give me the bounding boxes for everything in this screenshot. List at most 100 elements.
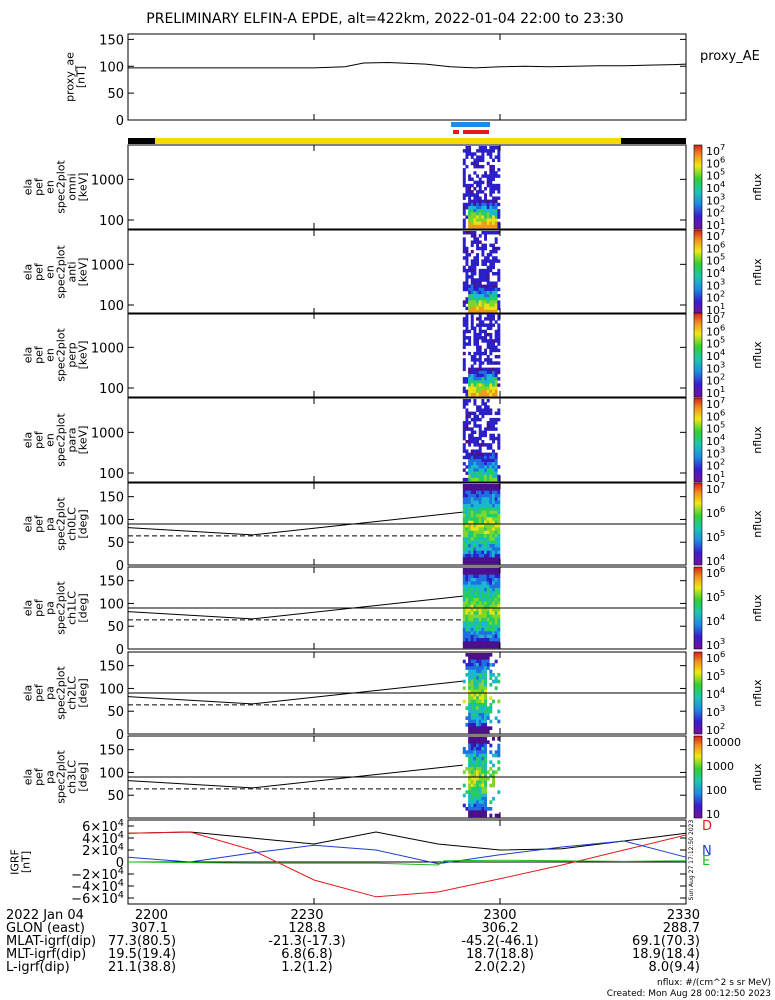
spectrogram-cell	[462, 265, 466, 270]
pa-spectrogram-cell	[470, 656, 474, 660]
pa-spectrogram-cell	[478, 520, 482, 525]
spectrogram-cell	[468, 380, 472, 384]
pa-spectrogram-cell	[465, 530, 469, 535]
pa-spectrogram-cell	[473, 793, 477, 798]
colorbar-tick-label: 104	[706, 685, 725, 701]
colorbar-tick-label: 1000	[706, 760, 734, 773]
spectrogram-cell	[468, 265, 472, 270]
pa-spectrogram-cell	[492, 534, 495, 538]
spectrogram-cell	[492, 389, 495, 394]
spectrogram-cell	[486, 370, 490, 375]
pa-spectrogram-cell	[494, 634, 498, 639]
spectrogram-cell	[468, 427, 472, 431]
spectrogram-cell	[465, 300, 469, 304]
pa-spectrogram-cell	[476, 683, 480, 687]
spectrogram-cell	[478, 449, 482, 453]
spectrogram-cell	[489, 411, 493, 416]
pa-spectrogram-cell	[481, 719, 485, 724]
pa-spectrogram-cell	[468, 743, 472, 748]
pa-spectrogram-cell	[486, 494, 490, 498]
spectrogram-cell	[473, 297, 477, 301]
spectrogram-cell	[486, 180, 490, 185]
pa-spectrogram-cell	[497, 520, 501, 525]
spectrogram-cell	[462, 455, 466, 460]
pa-spectrogram-cell	[497, 737, 501, 741]
spectrogram-cell	[481, 231, 485, 235]
spectrogram-cell	[497, 443, 501, 447]
spectrogram-cell	[494, 300, 498, 304]
pa-spectrogram-cell	[470, 591, 474, 595]
pa-spectrogram-cell	[462, 588, 466, 592]
pa-spectrogram-cell	[462, 750, 466, 754]
spectrogram-cell	[486, 177, 490, 181]
pa-spectrogram-cell	[470, 641, 474, 645]
pa-spectrogram-cell	[478, 581, 482, 585]
pa-spectrogram-cell	[462, 550, 466, 555]
spectrogram-cell	[473, 284, 477, 289]
pa-spectrogram-cell	[468, 780, 472, 784]
spectrogram-cell	[478, 199, 482, 204]
pa-spectrogram-cell	[481, 514, 485, 518]
spectrogram-cell	[465, 215, 469, 219]
spectrogram-cell	[478, 336, 482, 340]
pa-spectrogram-cell	[473, 621, 477, 625]
pa-spectrogram-cell	[489, 517, 493, 521]
spectrogram-cell	[465, 231, 469, 235]
pa-spectrogram-cell	[486, 554, 490, 558]
pa-spectrogram-cell	[476, 676, 480, 680]
spectrogram-cell	[465, 417, 469, 422]
igrf-ytick-label: −4×104	[71, 878, 124, 895]
spectrogram-cell	[470, 452, 474, 457]
spectrogram-cell	[486, 389, 490, 394]
spectrogram-cell	[468, 468, 472, 472]
spectrogram-cell	[497, 146, 501, 150]
spectrogram-cell	[478, 373, 482, 378]
spectrogram-cell	[473, 256, 477, 260]
spectrogram-cell	[468, 421, 472, 425]
pa-spectrogram-cell	[478, 588, 482, 592]
spectrogram-cell	[494, 240, 498, 244]
pa-spectrogram-cell	[476, 813, 480, 818]
spectrogram-cell	[465, 259, 469, 263]
pa-spectrogram-cell	[497, 618, 501, 622]
pa-spectrogram-cell	[486, 641, 490, 645]
spectrogram-cell	[481, 320, 485, 324]
pa-spectrogram-cell	[473, 537, 477, 541]
pa-spectrogram-cell	[497, 494, 501, 498]
spectrogram-cell	[486, 275, 490, 279]
pa-spectrogram-cell	[481, 547, 485, 551]
spectrogram-cell	[476, 221, 480, 226]
pa-spectrogram-cell	[473, 584, 477, 589]
pa-spectrogram-cell	[492, 763, 495, 768]
spectrogram-cell	[478, 306, 482, 311]
spectrogram-cell	[494, 183, 498, 188]
pa-spectrogram-cell	[470, 644, 474, 649]
spectrogram-cell	[492, 314, 495, 318]
pa-spectrogram-cell	[497, 699, 501, 704]
pa-spectrogram-cell	[486, 534, 490, 538]
spectrogram-cell	[484, 468, 488, 472]
pa-spectrogram-cell	[473, 500, 477, 505]
pa-spectrogram-cell	[473, 594, 477, 599]
spectrogram-cell	[489, 303, 493, 307]
pa-spectrogram-cell	[494, 514, 498, 518]
spectrogram-cell	[489, 297, 493, 301]
pa-spectrogram-cell	[486, 540, 490, 545]
spectrogram-cell	[484, 174, 488, 178]
pa-spectrogram-cell	[484, 747, 488, 751]
pa-spectrogram-cell	[462, 490, 466, 495]
pa-spectrogram-cell	[497, 604, 501, 609]
pa-spectrogram-cell	[462, 699, 466, 704]
spectrogram-cell	[476, 339, 480, 343]
spectrogram-cell	[481, 367, 485, 372]
pa-spectrogram-cell	[470, 783, 474, 788]
pa-spectrogram-cell	[470, 706, 474, 710]
spectrogram-cell	[465, 399, 469, 403]
spectrogram-cell	[473, 306, 477, 311]
pa-spectrogram-cell	[494, 628, 498, 632]
spectrogram-cell	[465, 320, 469, 324]
pa-spectrogram-cell	[497, 743, 501, 748]
pa-spectrogram-cell	[484, 550, 488, 555]
pa-spectrogram-cell	[484, 807, 488, 811]
spectrogram-cell	[462, 345, 466, 349]
